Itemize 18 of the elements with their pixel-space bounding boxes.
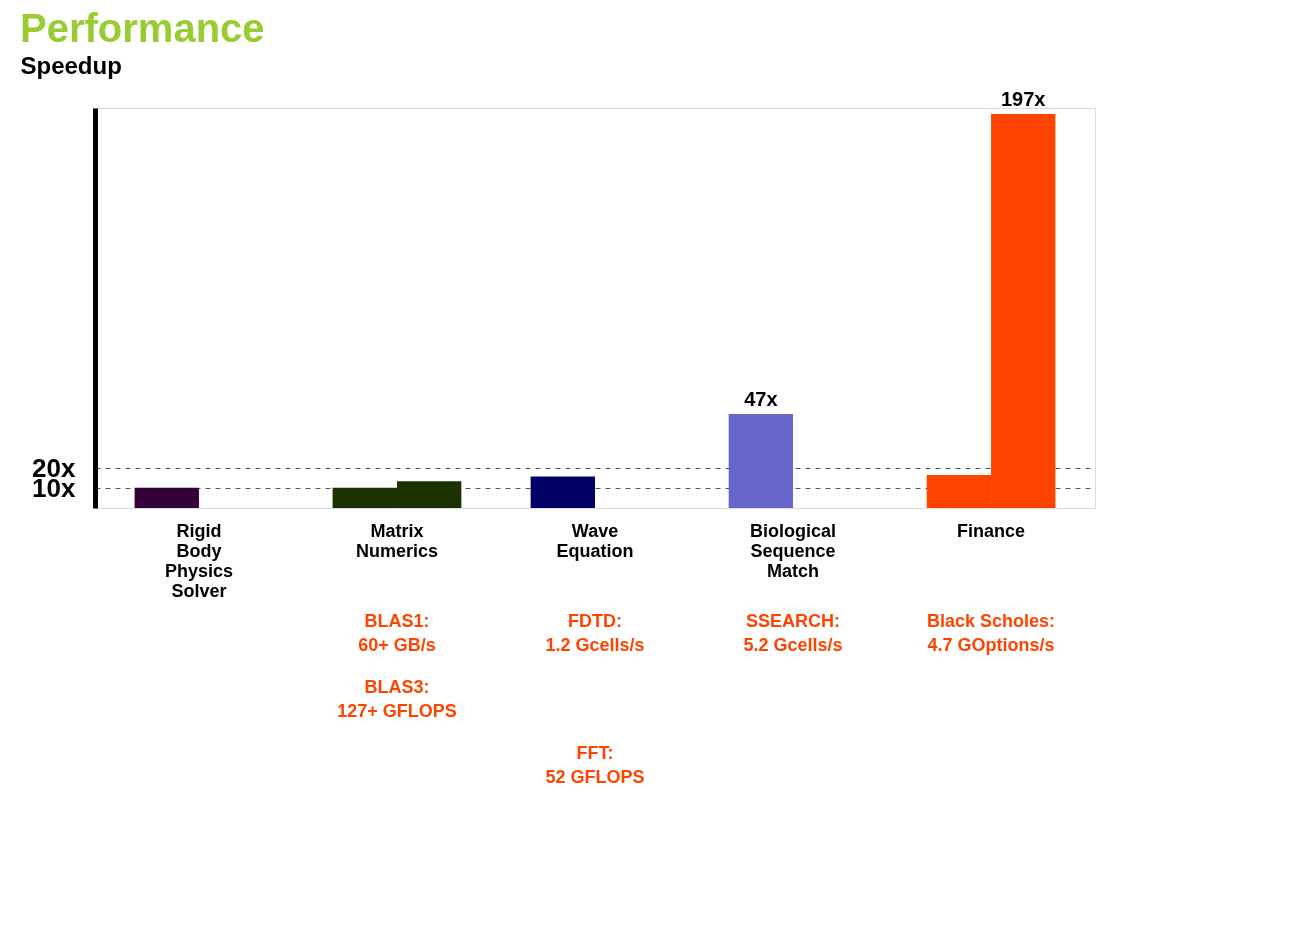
text: BLAS3: 127+ GFLOPS xyxy=(337,677,457,721)
x-tick-label: Rigid Body Physics Solver xyxy=(164,520,233,601)
bar xyxy=(728,414,794,508)
text: FFT: 52 GFLOPS xyxy=(545,743,645,787)
chart-title: Performance xyxy=(20,6,265,50)
x-tick-label: Finance xyxy=(957,520,1026,541)
x-tick-label: Biological Sequence Match xyxy=(750,520,837,581)
text: FDTD: 1.2 Gcells/s xyxy=(545,611,645,655)
x-tick-label: Wave Equation xyxy=(556,520,634,561)
y-axis-title: Speedup xyxy=(20,51,122,79)
data-label: 197x xyxy=(1000,88,1046,110)
bar xyxy=(134,487,199,508)
text: BLAS1: 60+ GB/s xyxy=(358,611,436,655)
data-label: 47x xyxy=(744,388,778,410)
bar xyxy=(530,476,595,508)
text: Black Scholes: 4.7 GOptions/s xyxy=(927,611,1056,655)
text: SSEARCH: 5.2 Gcells/s xyxy=(743,611,843,655)
x-tick-label: Matrix Numerics xyxy=(355,520,438,561)
